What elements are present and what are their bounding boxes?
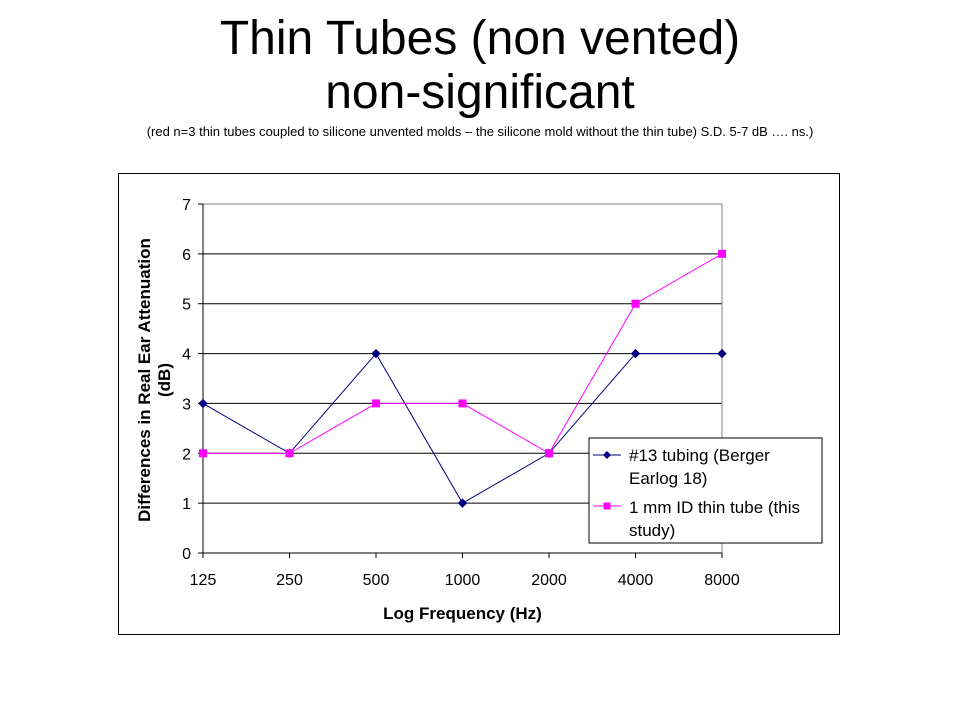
series-1-point <box>198 398 208 409</box>
axes: 0 1 2 3 4 5 6 7 125 250 500 1000 2000 4000 8000 <box>182 197 740 589</box>
series-2-point <box>372 399 380 408</box>
legend-label-series-2-line-1: 1 mm ID thin tube (this <box>629 498 800 517</box>
y-tick-label: 0 <box>182 546 191 563</box>
y-tick-label: 7 <box>182 197 191 214</box>
series-2-point <box>458 399 467 408</box>
legend-marker-series-1 <box>603 451 611 459</box>
x-tick-label: 8000 <box>704 572 740 589</box>
series-2-point <box>718 249 726 258</box>
slide-title-block: Thin Tubes (non vented) non-significant … <box>0 12 960 142</box>
series-2-point <box>199 449 207 458</box>
x-tick-label: 125 <box>190 572 217 589</box>
series-1-point <box>371 348 381 359</box>
x-tick-label: 4000 <box>618 572 654 589</box>
slide-subtitle: (red n=3 thin tubes coupled to silicone … <box>146 124 814 139</box>
y-tick-label: 6 <box>182 247 191 264</box>
y-tick-label: 1 <box>182 496 191 513</box>
x-tick-label: 1000 <box>445 572 481 589</box>
y-axis-title-line-2: (dB) <box>155 363 174 397</box>
legend-label-series-1-line-1: #13 tubing (Berger <box>629 446 770 465</box>
series-1-point <box>457 498 468 508</box>
x-tick-label: 2000 <box>531 572 567 589</box>
series-1-point <box>717 348 727 359</box>
y-tick-label: 5 <box>182 297 191 314</box>
series-2-point <box>545 449 553 458</box>
series-2-point <box>631 299 640 308</box>
legend-label-series-2-line-2: study) <box>629 521 675 540</box>
x-tick-label: 500 <box>363 572 390 589</box>
y-tick-label: 4 <box>182 347 191 364</box>
series-2-point <box>285 449 294 458</box>
chart-legend: #13 tubing (Berger Earlog 18) 1 mm ID th… <box>588 437 823 544</box>
y-tick-label: 2 <box>182 446 191 463</box>
legend-label-series-1-line-2: Earlog 18) <box>629 469 707 488</box>
y-axis-title-line-1: Differences in Real Ear Attenuation <box>135 238 154 522</box>
x-tick-label: 250 <box>276 572 303 589</box>
legend-box <box>588 437 823 544</box>
slide-title-line-2: non-significant <box>325 66 635 119</box>
series-layer <box>198 249 727 508</box>
y-tick-label: 3 <box>182 396 191 413</box>
slide-title-line-1: Thin Tubes (non vented) <box>219 12 741 65</box>
x-axis-title: Log Frequency (Hz) <box>383 604 542 623</box>
series-1-point <box>630 348 641 359</box>
legend-marker-series-2 <box>603 502 611 510</box>
